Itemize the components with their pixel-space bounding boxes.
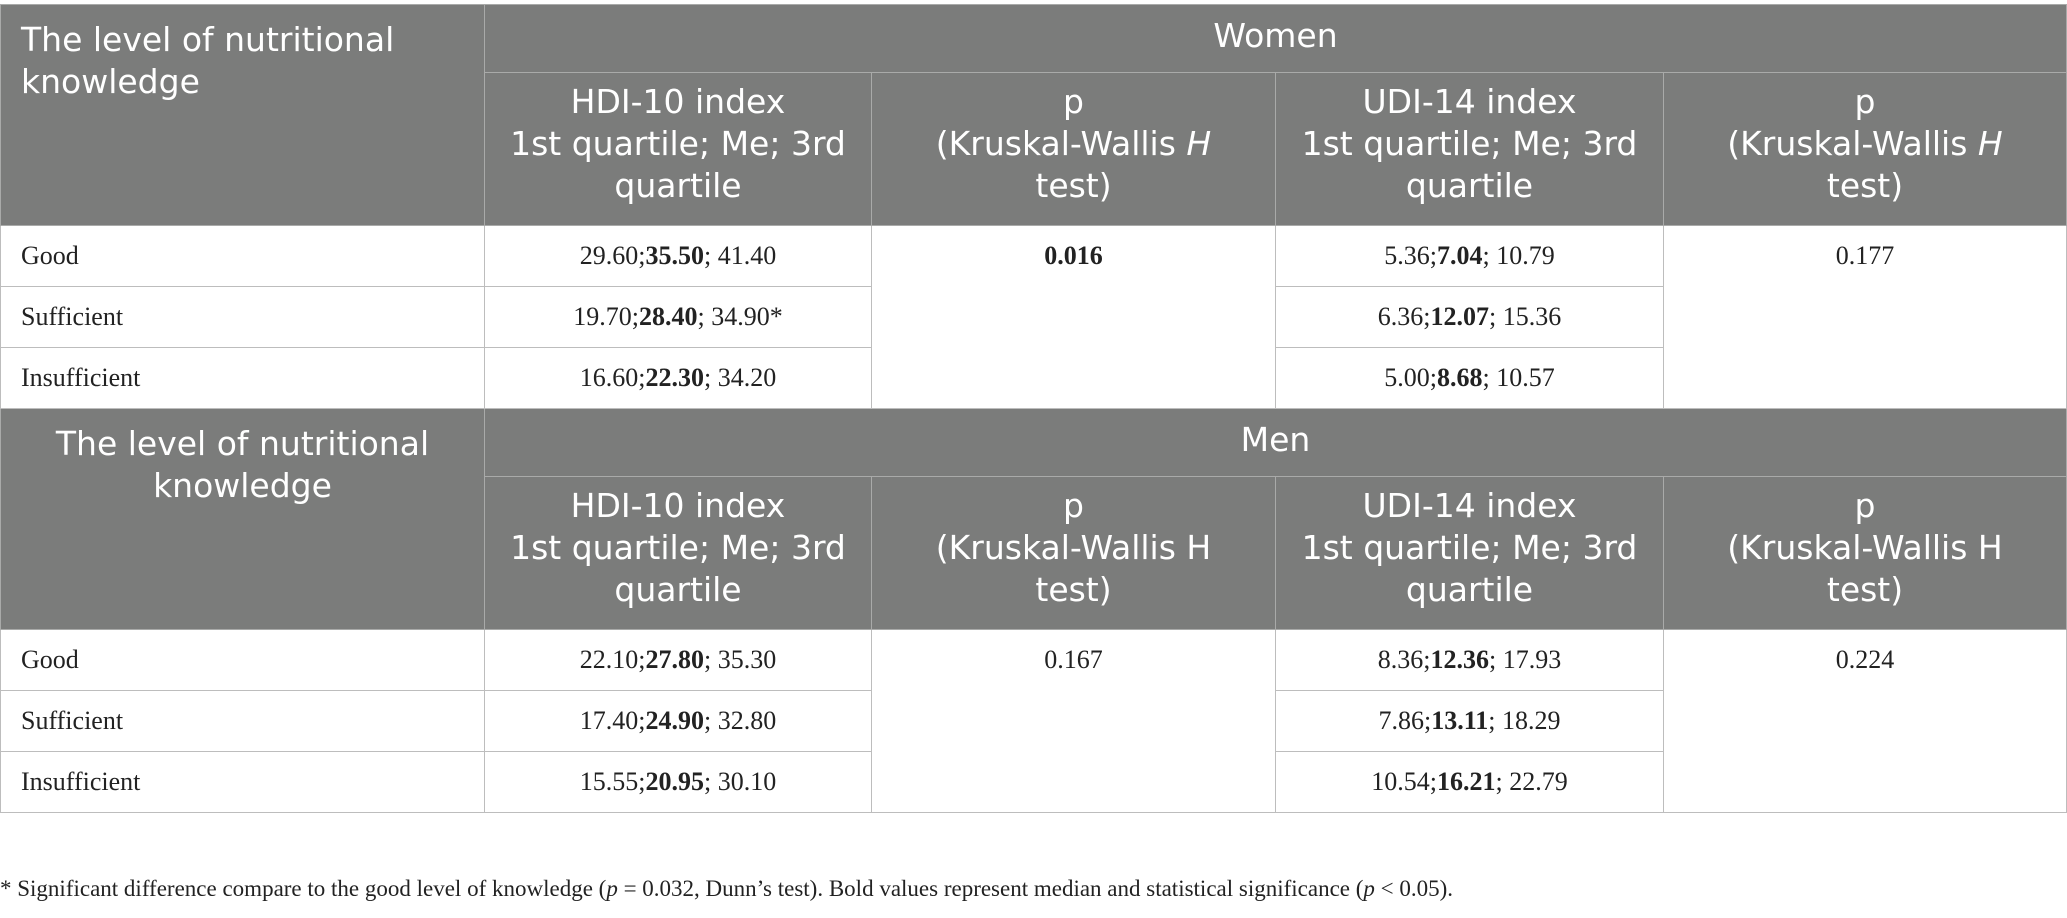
men-group-header: Men: [484, 408, 2067, 477]
men-p-hdi-header: p (Kruskal-Wallis H test): [871, 476, 1276, 630]
row-label: Insufficient: [0, 751, 485, 813]
p-value-udi: 0.224: [1663, 629, 2067, 813]
row-label: Good: [0, 629, 485, 691]
table-row: Insufficient 16.60;22.30; 34.20 5.00;8.6…: [0, 347, 2067, 409]
udi-header-line2: 1st quartile; Me; 3rd: [1301, 124, 1638, 163]
p-value-udi: 0.177: [1663, 225, 2067, 409]
women-p-hdi-header: p (Kruskal-Wallis H test): [871, 72, 1276, 226]
udi-cell: 10.54;16.21; 22.79: [1275, 751, 1664, 813]
table-row: Good 29.60;35.50; 41.40 0.016 5.36;7.04;…: [0, 225, 2067, 409]
men-hdi-header: HDI-10 index 1st quartile; Me; 3rd quart…: [484, 476, 872, 630]
p-header-line1: p: [1063, 486, 1084, 525]
hdi-header-line3: quartile: [614, 570, 742, 609]
p-header-line3: test): [1035, 570, 1112, 609]
hdi-header-line1: HDI-10 index: [570, 486, 786, 525]
udi-cell: 5.00;8.68; 10.57: [1275, 347, 1664, 409]
men-knowledge-header: The level of nutritional knowledge: [0, 408, 485, 630]
results-table: The level of nutritional knowledge Women…: [0, 4, 2067, 813]
p-header-line1: p: [1854, 486, 1876, 525]
row-label: Sufficient: [0, 286, 485, 348]
women-knowledge-header: The level of nutritional knowledge: [0, 4, 485, 226]
hdi-header-line3: quartile: [614, 166, 742, 205]
hdi-cell: 19.70;28.40; 34.90*: [484, 286, 872, 348]
table-row: Good 22.10;27.80; 35.30 0.167 8.36;12.36…: [0, 629, 2067, 813]
p-header-h: H: [1977, 124, 2003, 163]
p-header-line3: test): [1826, 570, 1904, 609]
hdi-header-line2: 1st quartile; Me; 3rd: [510, 124, 846, 163]
men-knowledge-label: The level of nutritional knowledge: [55, 424, 430, 505]
table-footnote: * Significant difference compare to the …: [0, 876, 1454, 901]
p-value-hdi: 0.167: [871, 629, 1276, 813]
p-header-line3: test): [1826, 166, 1904, 205]
p-header-line2: (Kruskal-Wallis: [1727, 124, 1978, 163]
table-row: Sufficient 17.40;24.90; 32.80 7.86;13.11…: [0, 690, 2067, 752]
women-p-udi-header: p (Kruskal-Wallis H test): [1663, 72, 2067, 226]
men-group-label: Men: [1240, 420, 1311, 459]
hdi-cell: 29.60;35.50; 41.40: [484, 225, 872, 287]
men-udi-header: UDI-14 index 1st quartile; Me; 3rd quart…: [1275, 476, 1664, 630]
udi-header-line1: UDI-14 index: [1362, 486, 1577, 525]
udi-header-line1: UDI-14 index: [1362, 82, 1577, 121]
women-udi-header: UDI-14 index 1st quartile; Me; 3rd quart…: [1275, 72, 1664, 226]
p-header-line3: test): [1035, 166, 1112, 205]
women-group-label: Women: [1213, 16, 1338, 55]
hdi-cell: 17.40;24.90; 32.80: [484, 690, 872, 752]
women-knowledge-label: The level of nutritional knowledge: [21, 20, 395, 101]
hdi-cell: 22.10;27.80; 35.30: [484, 629, 872, 691]
p-header-line1: p: [1854, 82, 1876, 121]
p-header-h: H: [1186, 124, 1212, 163]
men-p-udi-header: p (Kruskal-Wallis H test): [1663, 476, 2067, 630]
hdi-cell: 15.55;20.95; 30.10: [484, 751, 872, 813]
table-row: Insufficient 15.55;20.95; 30.10 10.54;16…: [0, 751, 2067, 813]
udi-cell: 5.36;7.04; 10.79: [1275, 225, 1664, 287]
p-header-line1: p: [1063, 82, 1084, 121]
udi-cell: 6.36;12.07; 15.36: [1275, 286, 1664, 348]
p-value-hdi: 0.016: [871, 225, 1276, 409]
hdi-cell: 16.60;22.30; 34.20: [484, 347, 872, 409]
p-header-line2: (Kruskal-Wallis H: [935, 528, 1212, 567]
udi-cell: 7.86;13.11; 18.29: [1275, 690, 1664, 752]
row-label: Insufficient: [0, 347, 485, 409]
hdi-header-line1: HDI-10 index: [570, 82, 786, 121]
women-group-header: Women: [484, 4, 2067, 73]
udi-cell: 8.36;12.36; 17.93: [1275, 629, 1664, 691]
p-header-line2: (Kruskal-Wallis: [935, 124, 1187, 163]
udi-header-line2: 1st quartile; Me; 3rd: [1301, 528, 1638, 567]
udi-header-line3: quartile: [1405, 570, 1534, 609]
row-label: Good: [0, 225, 485, 287]
hdi-header-line2: 1st quartile; Me; 3rd: [510, 528, 846, 567]
women-hdi-header: HDI-10 index 1st quartile; Me; 3rd quart…: [484, 72, 872, 226]
p-header-line2: (Kruskal-Wallis H: [1727, 528, 2003, 567]
row-label: Sufficient: [0, 690, 485, 752]
table-row: Sufficient 19.70;28.40; 34.90* 6.36;12.0…: [0, 286, 2067, 348]
udi-header-line3: quartile: [1405, 166, 1534, 205]
